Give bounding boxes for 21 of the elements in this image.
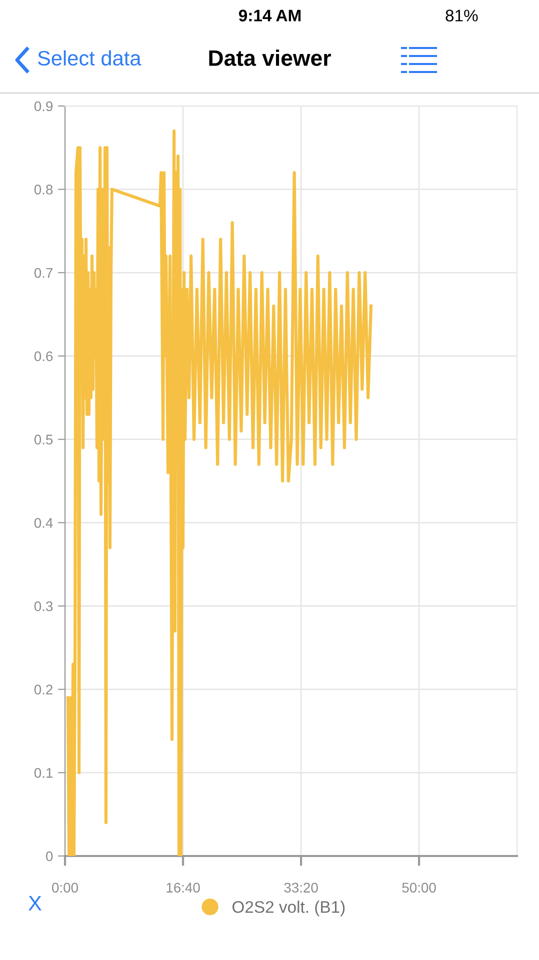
y-tick-label: 0.9 bbox=[34, 101, 53, 112]
text: 9:14 AM bbox=[238, 10, 301, 22]
x-tick-label: 33:20 bbox=[284, 882, 318, 893]
chart-title: Data viewer bbox=[209, 50, 331, 66]
x-axis-title: X bbox=[28, 896, 42, 910]
y-tick-label: 0.2 bbox=[34, 684, 52, 695]
text: Select data bbox=[38, 50, 142, 66]
y-tick-label: 0.4 bbox=[34, 518, 53, 528]
y-tick-label: 0.3 bbox=[34, 601, 53, 612]
y-tick-label: 0.1 bbox=[34, 768, 53, 778]
x-tick-label: 16:40 bbox=[166, 882, 200, 893]
line-series bbox=[66, 129, 373, 856]
x-tick-label: 50:00 bbox=[402, 882, 436, 893]
y-tick-label: 0.7 bbox=[34, 268, 52, 278]
y-tick-label: 0.6 bbox=[34, 351, 53, 362]
x-tick-label: 0:00 bbox=[52, 882, 78, 893]
text: 81% bbox=[446, 10, 478, 22]
legend-label: O2S2 volt. (B1) bbox=[232, 900, 345, 916]
y-tick-label: 0.5 bbox=[34, 434, 53, 445]
y-tick-label: 0.8 bbox=[34, 184, 53, 195]
y-tick-label: 0 bbox=[46, 851, 53, 862]
